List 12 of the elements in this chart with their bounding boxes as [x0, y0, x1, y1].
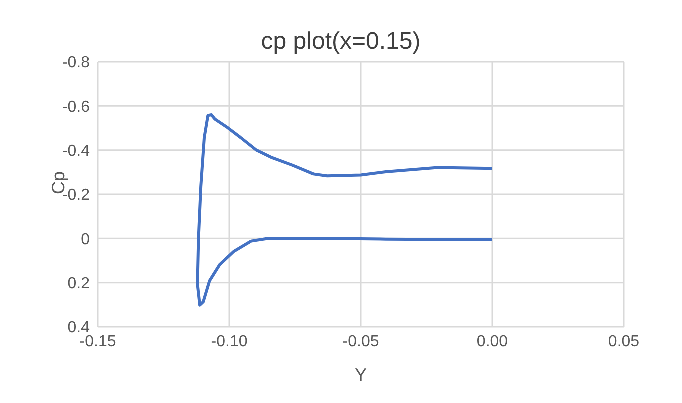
chart-title: cp plot(x=0.15)	[260, 28, 422, 56]
y-tick-label: -0.4	[62, 143, 90, 160]
y-tick-label: 0.2	[68, 276, 90, 293]
x-tick-label: -0.10	[211, 333, 248, 350]
y-tick-label: -0.8	[62, 54, 90, 72]
x-tick-label: 0.05	[608, 333, 640, 350]
y-tick-label: -0.6	[62, 98, 90, 116]
y-tick-label: 0	[81, 231, 90, 248]
line-series	[196, 114, 494, 307]
x-axis-title: Y	[354, 365, 368, 385]
x-tick-label: 0.00	[476, 333, 508, 350]
x-tick-label: -0.05	[342, 333, 380, 350]
